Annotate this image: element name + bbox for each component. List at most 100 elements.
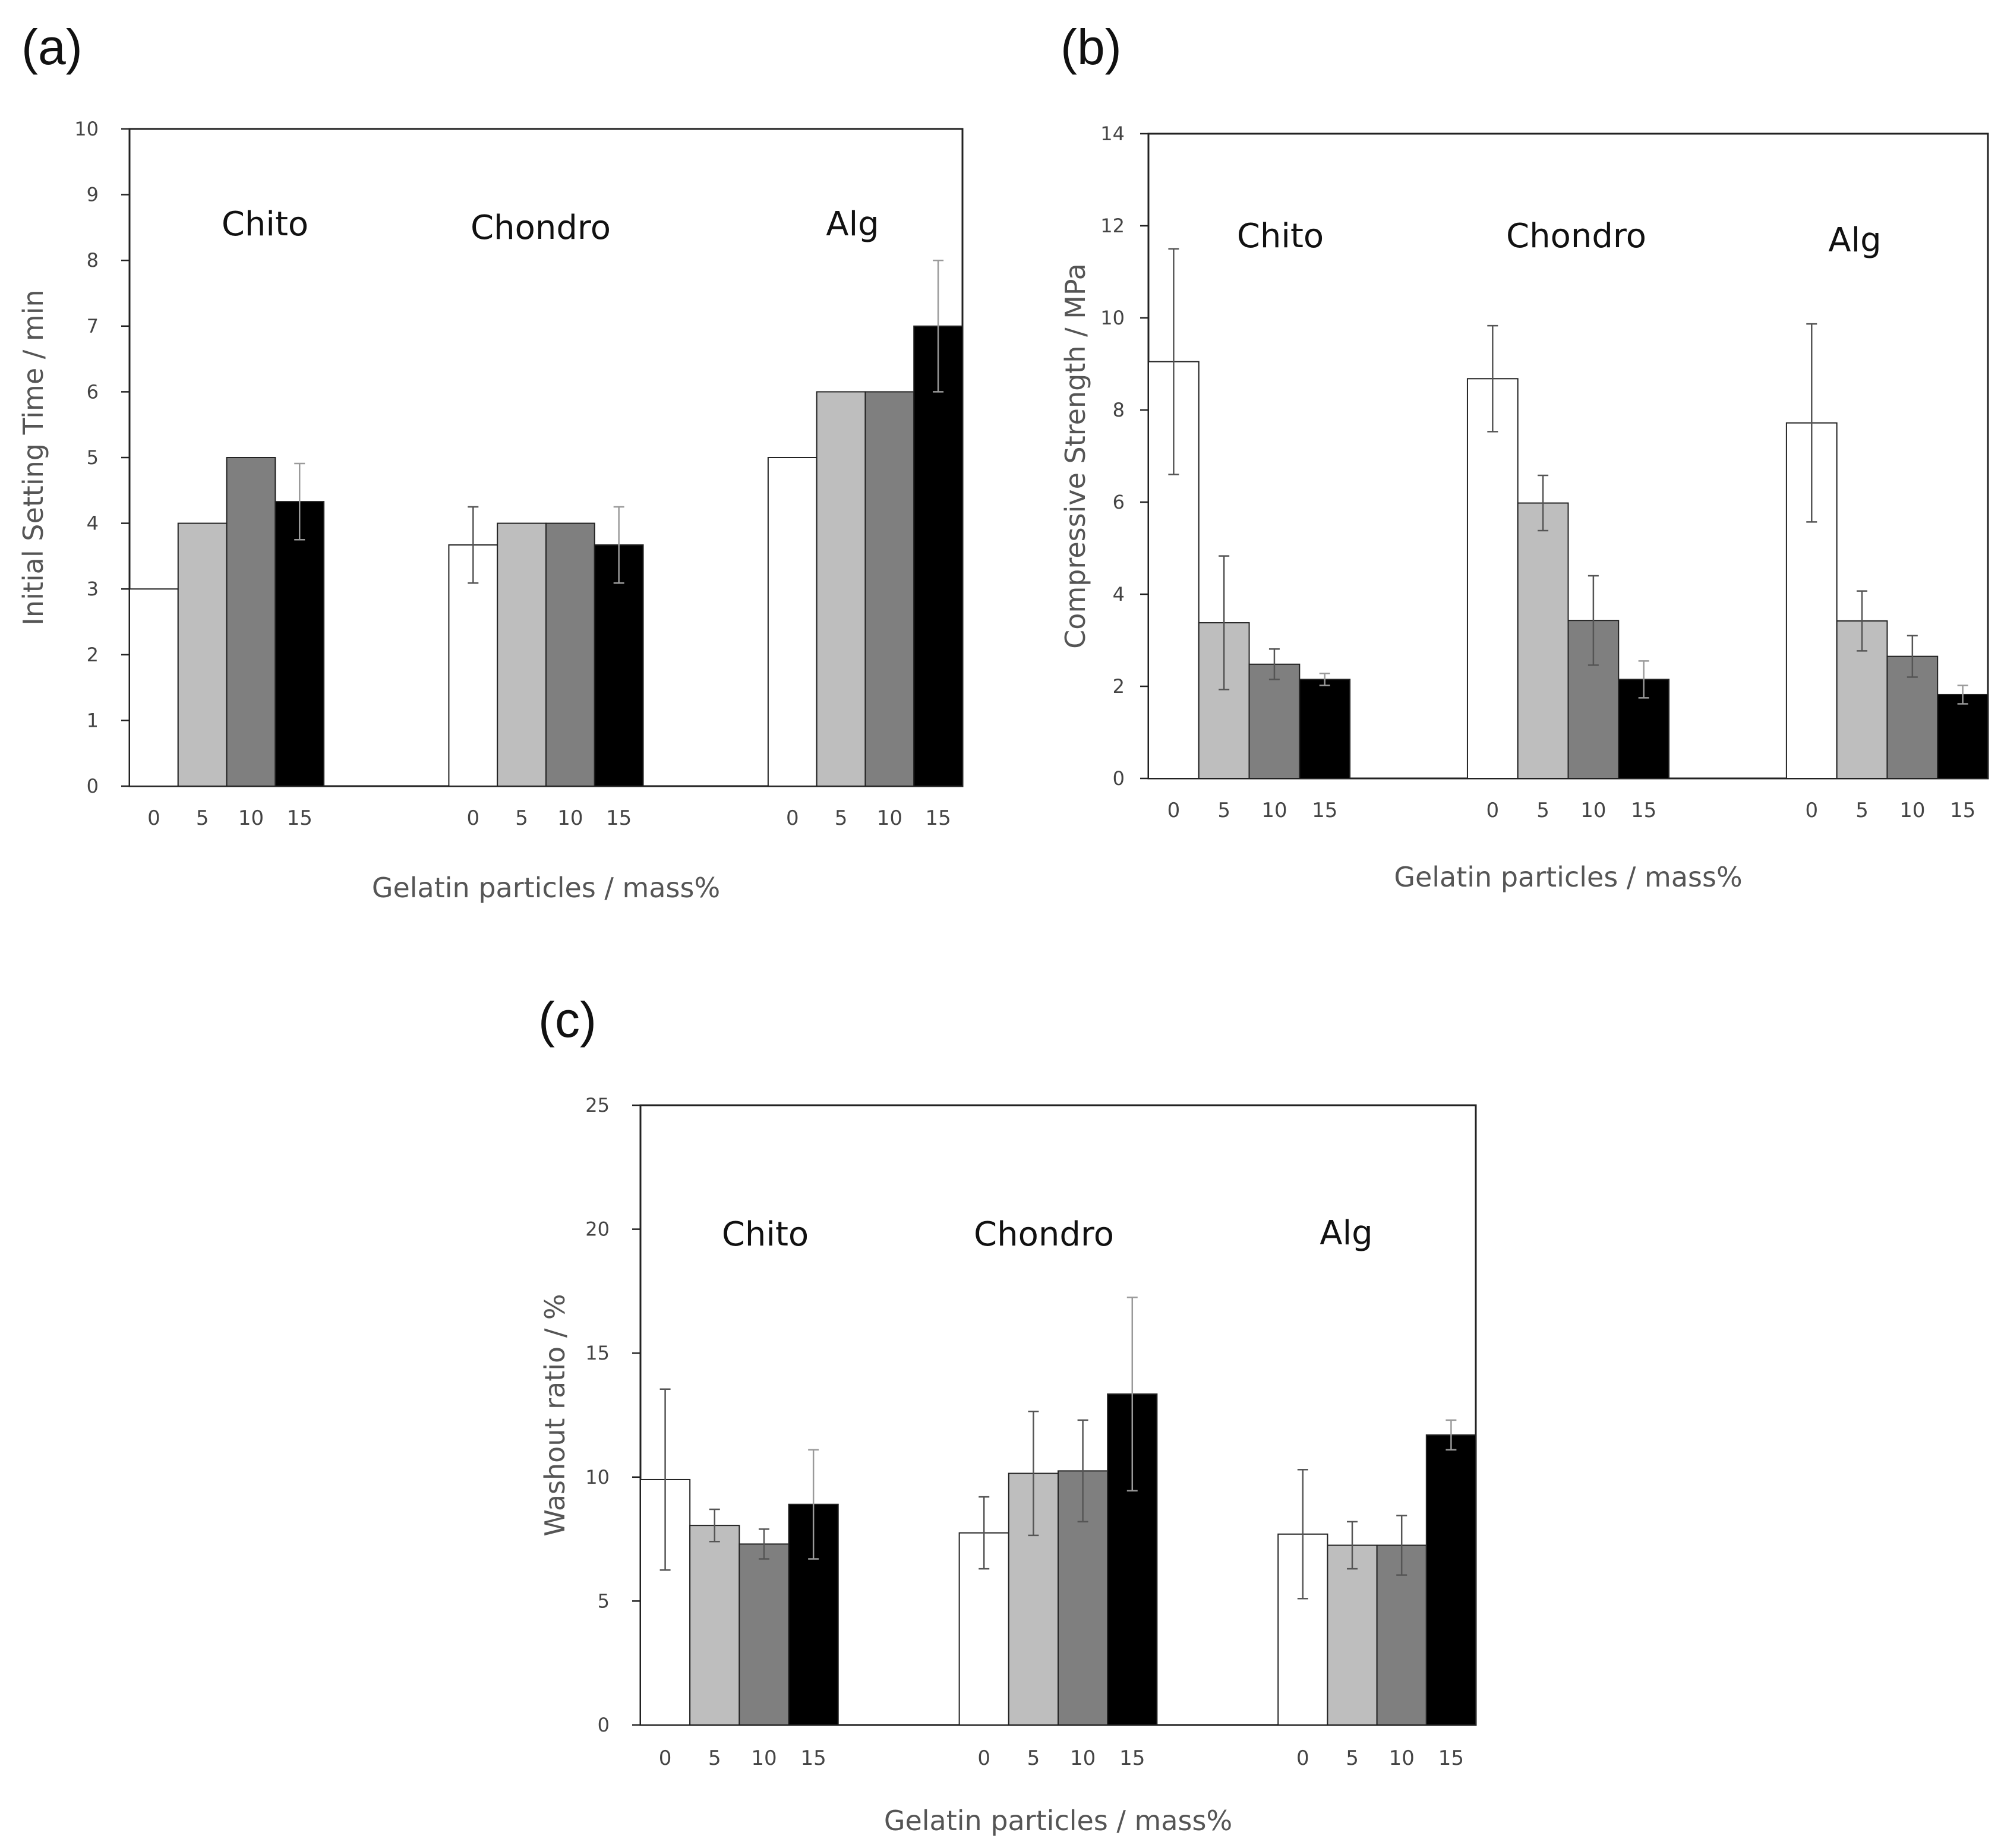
x-tick-label: 10 [557, 806, 583, 830]
y-tick-label: 25 [585, 1094, 610, 1117]
error-bar [1587, 575, 1599, 666]
x-tick-label: 15 [606, 806, 632, 830]
error-bar [1297, 1469, 1308, 1600]
bar-alg-5 [1327, 1544, 1378, 1726]
error-bar [709, 1508, 720, 1543]
y-tick-label: 6 [1113, 491, 1125, 513]
y-tick-label: 0 [598, 1714, 610, 1736]
y-tick-label: 10 [74, 118, 99, 140]
y-tick-label: 8 [87, 249, 99, 272]
y-tick-label: 10 [585, 1466, 610, 1489]
y-tick-label: 5 [87, 446, 99, 469]
y-tick-label: 2 [1113, 675, 1125, 698]
error-bar [1907, 635, 1918, 678]
error-bar [1028, 1410, 1039, 1537]
x-tick-label: 5 [708, 1746, 721, 1770]
y-tick-label: 8 [1113, 399, 1125, 421]
error-bar [1319, 673, 1330, 686]
y-tick-label: 15 [585, 1342, 610, 1364]
y-tick-label: 14 [1100, 122, 1125, 145]
y-tick-label: 0 [1113, 767, 1125, 790]
y-tick-label: 3 [87, 578, 99, 600]
x-tick-label: 5 [1346, 1746, 1359, 1770]
y-axis-title: Compressive Strength / MPa [1059, 263, 1091, 649]
x-tick-label: 5 [1855, 799, 1869, 822]
bar-chito-10 [226, 457, 276, 787]
x-tick-label: 0 [1805, 799, 1818, 822]
bar-chondro-5 [497, 522, 547, 787]
x-tick-label: 0 [1296, 1746, 1309, 1770]
error-bar [294, 462, 305, 541]
y-tick-label: 12 [1100, 215, 1125, 237]
bar-chito-15 [274, 501, 325, 787]
bar-chondro-5 [1517, 502, 1569, 779]
x-tick-label: 15 [1631, 799, 1656, 822]
group-label-chondro: Chondro [974, 1215, 1114, 1254]
bar-chito-0 [129, 588, 179, 787]
y-axis-title: Washout ratio / % [539, 1294, 571, 1536]
bar-alg-0 [767, 457, 818, 787]
error-bar [1957, 685, 1968, 705]
x-tick-label: 5 [1217, 799, 1230, 822]
x-tick-label: 5 [196, 806, 209, 830]
x-tick-label: 0 [1486, 799, 1500, 822]
y-tick-label: 7 [87, 315, 99, 338]
group-label-chito: Chito [1237, 217, 1324, 256]
group-label-alg: Alg [826, 205, 879, 244]
bar-alg-15 [1937, 693, 1989, 779]
x-tick-label: 10 [1580, 799, 1606, 822]
x-tick-label: 0 [147, 806, 160, 830]
x-tick-label: 10 [1899, 799, 1925, 822]
bar-chondro-0 [448, 544, 498, 787]
panel-c: (c) 0 5 10 15 20 25 Washout ratio / % Gelatin pa… [538, 992, 1477, 1837]
y-tick-label: 20 [585, 1218, 610, 1241]
error-bar [1347, 1521, 1358, 1570]
error-bar [1396, 1515, 1407, 1576]
error-bar [1638, 660, 1649, 699]
bar-alg-15 [1425, 1434, 1477, 1726]
panel-label: (b) [1061, 19, 1122, 75]
error-bar [1268, 648, 1280, 680]
y-tick-label: 10 [1100, 307, 1125, 329]
error-bar [613, 506, 624, 584]
x-tick-label: 15 [801, 1746, 826, 1770]
group-label-chito: Chito [722, 1215, 809, 1254]
error-bar [659, 1388, 671, 1571]
x-tick-label: 15 [287, 806, 313, 830]
error-bar [1857, 590, 1868, 652]
panel-label: (c) [538, 992, 596, 1048]
bar-chondro-0 [1466, 378, 1519, 779]
bar-chito-15 [1299, 679, 1351, 779]
bar-chito-10 [1248, 663, 1301, 780]
group-label-chito: Chito [222, 205, 308, 244]
x-tick-label: 5 [1027, 1746, 1040, 1770]
x-tick-label: 15 [925, 806, 951, 830]
error-bar [1445, 1419, 1457, 1451]
y-tick-label: 5 [598, 1590, 610, 1612]
x-tick-label: 10 [751, 1746, 777, 1770]
bar-chito-5 [177, 522, 228, 787]
x-tick-label: 15 [1950, 799, 1975, 822]
error-bar [1126, 1297, 1138, 1491]
bar-alg-10 [864, 391, 915, 787]
error-bar [1806, 323, 1817, 523]
group-label-alg: Alg [1320, 1214, 1372, 1253]
panel-a: (a) 0 1 2 3 4 5 6 7 8 9 10 Initial Setting Time / mi… [17, 19, 964, 904]
error-bar [1219, 555, 1230, 690]
x-tick-label: 5 [515, 806, 528, 830]
x-tick-label: 0 [786, 806, 799, 830]
y-tick-label: 4 [1113, 583, 1125, 606]
x-tick-label: 15 [1312, 799, 1337, 822]
y-tick-label: 0 [87, 775, 99, 797]
x-tick-label: 0 [659, 1746, 672, 1770]
y-tick-label: 6 [87, 380, 99, 403]
x-tick-label: 10 [1261, 799, 1287, 822]
group-label-chondro: Chondro [1506, 217, 1646, 256]
error-bar [1538, 474, 1549, 532]
x-tick-label: 15 [1119, 1746, 1145, 1770]
y-axis-title: Initial Setting Time / min [17, 289, 49, 625]
y-tick-label: 4 [87, 512, 99, 535]
y-tick-label: 1 [87, 709, 99, 731]
bar-chondro-15 [594, 544, 644, 787]
